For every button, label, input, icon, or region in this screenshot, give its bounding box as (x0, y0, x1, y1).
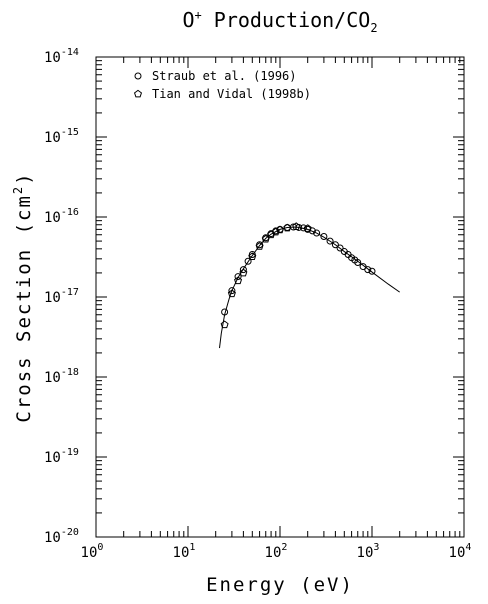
data-point (336, 244, 344, 252)
y-axis-label: Cross Section (cm2) (11, 171, 35, 422)
data-point (354, 258, 362, 266)
legend-item: Straub et al. (1996) (134, 69, 297, 83)
y-tick-label: 10-14 (44, 47, 79, 66)
x-tick-labels: 100 101 102 103 104 (81, 542, 472, 561)
plot-frame (95, 56, 465, 538)
legend-label: Tian and Vidal (1998b) (152, 87, 311, 101)
data-point (320, 233, 328, 241)
legend-marker (134, 72, 142, 80)
legend: Straub et al. (1996) Tian and Vidal (1998… (133, 69, 311, 101)
y-tick-label: 10-20 (44, 527, 79, 546)
data-point (326, 237, 334, 245)
data-point (313, 229, 321, 237)
legend-label: Straub et al. (1996) (152, 69, 297, 83)
data-point (234, 273, 242, 281)
chart-title: O+ Production/CO2 (182, 8, 377, 35)
y-tick-label: 10-19 (44, 447, 79, 466)
data-point (368, 267, 376, 275)
x-axis-label: Energy (eV) (206, 574, 354, 596)
svg-text:O+ Production/CO2: O+ Production/CO2 (182, 8, 377, 35)
y-tick-label: 10-15 (44, 127, 79, 146)
data-point (228, 287, 236, 295)
data-point (220, 320, 229, 329)
series (219, 226, 400, 349)
x-tick-label: 102 (265, 542, 288, 561)
data-point (239, 268, 248, 277)
data-point (303, 224, 312, 232)
y-tick-label: 10-18 (44, 367, 79, 386)
legend-marker (133, 89, 143, 98)
axis-ticks (95, 57, 464, 538)
y-tick-label: 10-17 (44, 287, 79, 306)
data-point (255, 242, 264, 250)
data-point (248, 252, 257, 260)
svg-text:Cross Section (cm2): Cross Section (cm2) (11, 171, 35, 422)
data-point (244, 257, 252, 265)
data-point (248, 250, 256, 258)
y-tick-label: 10-16 (44, 207, 79, 226)
series-layer (219, 222, 400, 349)
data-point (331, 241, 339, 249)
x-tick-label: 101 (173, 542, 196, 561)
data-point (364, 266, 372, 274)
data-point (239, 266, 247, 274)
series (220, 222, 312, 329)
series (221, 223, 376, 316)
x-tick-label: 104 (449, 542, 472, 561)
fit-curve (219, 226, 400, 349)
data-point (234, 276, 243, 285)
x-tick-label: 100 (81, 542, 104, 561)
data-point (267, 230, 276, 239)
x-tick-label: 103 (357, 542, 380, 561)
data-point (292, 222, 301, 230)
y-tick-labels: 10-20 10-19 10-18 10-17 10-16 10-15 10-14 (44, 47, 79, 546)
legend-item: Tian and Vidal (1998b) (133, 87, 311, 101)
data-point (283, 223, 292, 232)
data-point (227, 289, 236, 298)
